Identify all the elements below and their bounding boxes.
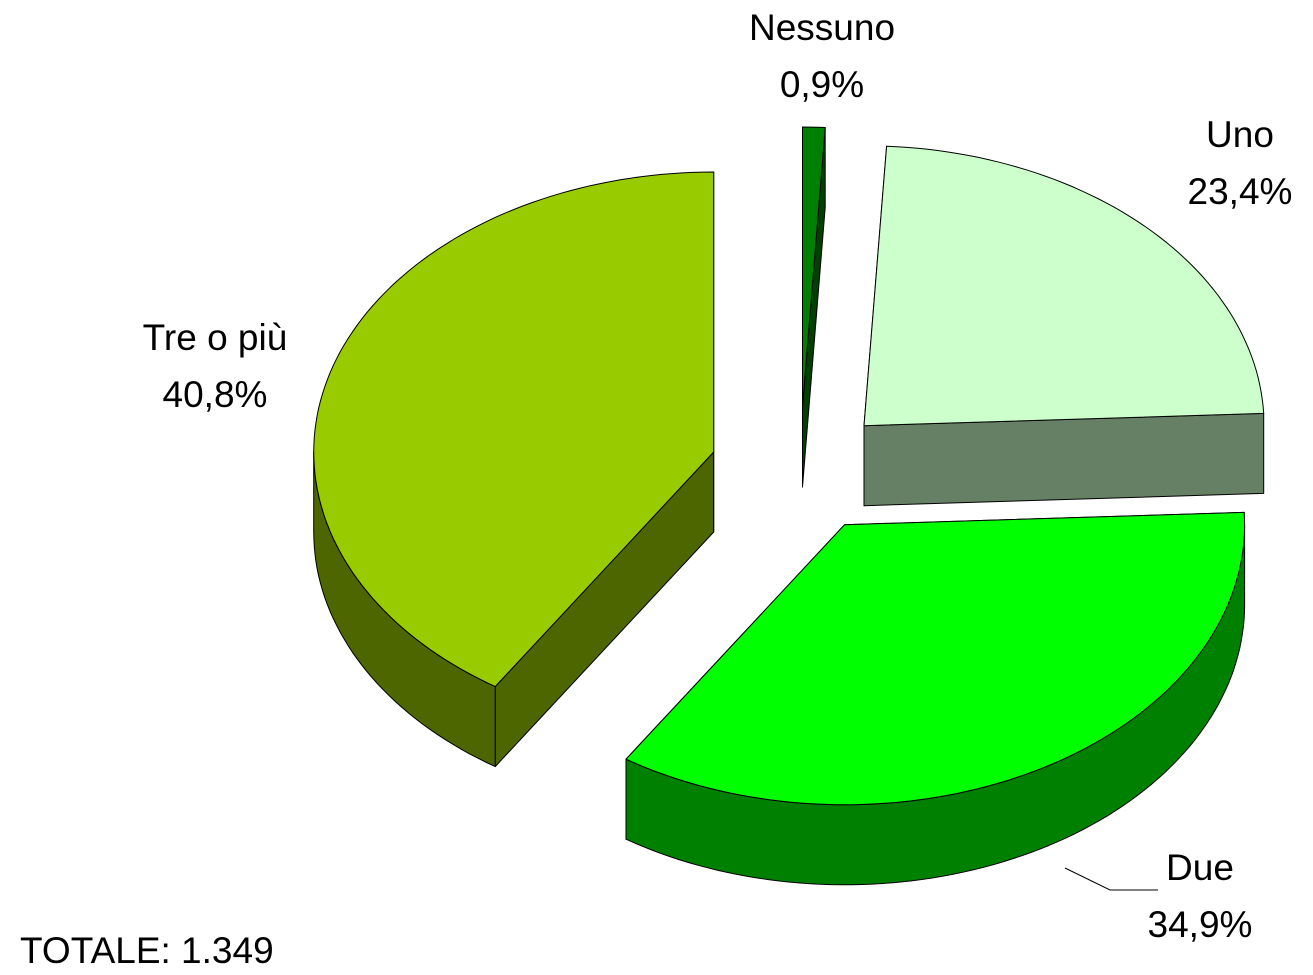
slice [313, 171, 715, 768]
slice-top [863, 145, 1265, 427]
slice-face [863, 412, 1265, 507]
slice [802, 126, 826, 488]
slice-label: Tre o più [143, 317, 288, 358]
slice-top [625, 511, 1246, 806]
slice-top [802, 126, 826, 408]
slice-value-label: 40,8% [163, 374, 268, 415]
slice-label: Due [1166, 847, 1234, 888]
leader-line [1064, 867, 1158, 891]
total-annotation: TOTALE: 1.349 [20, 930, 274, 971]
slice [863, 145, 1265, 507]
slice [625, 511, 1246, 886]
slice-label: Uno [1206, 114, 1274, 155]
slice-value-label: 0,9% [780, 64, 864, 105]
slice-label: Nessuno [749, 7, 895, 48]
slice-value-label: 23,4% [1188, 171, 1293, 212]
slice-top [313, 171, 715, 688]
slice-value-label: 34,9% [1148, 904, 1253, 945]
